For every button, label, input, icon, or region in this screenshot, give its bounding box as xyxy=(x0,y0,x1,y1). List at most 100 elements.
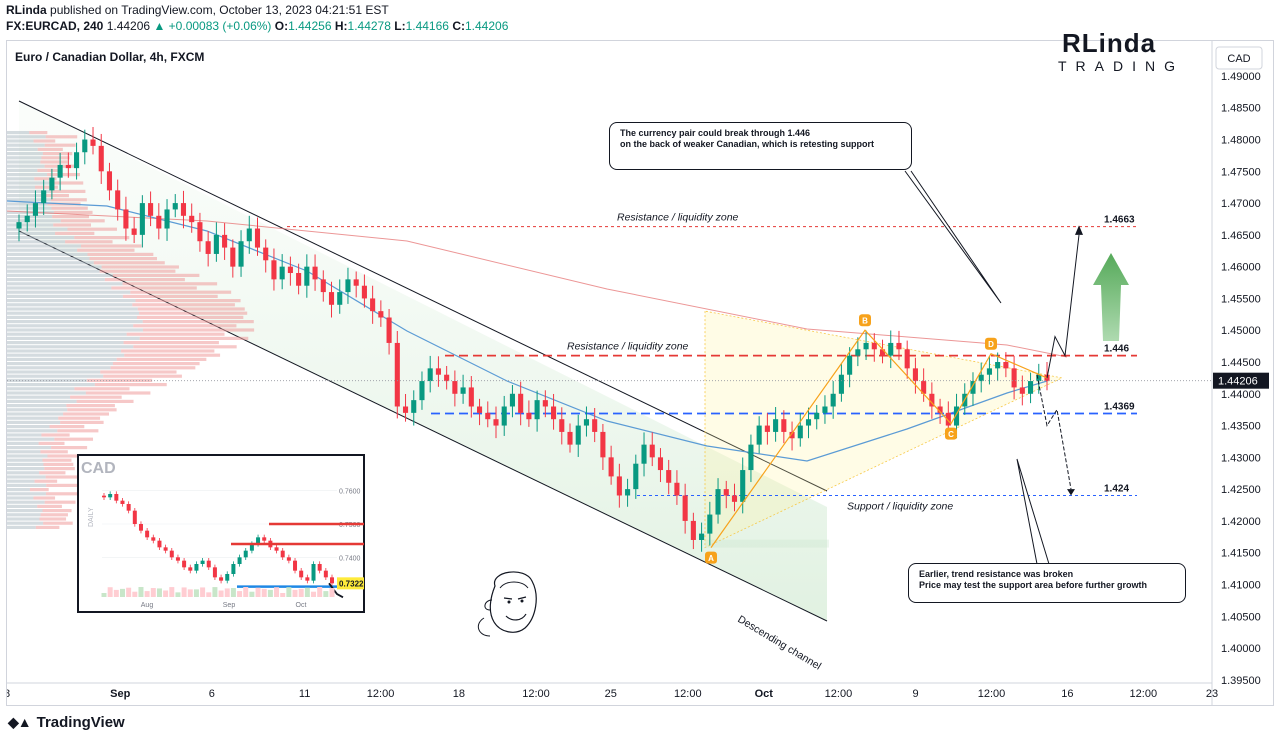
symbol-label[interactable]: FX:EURCAD, 240 xyxy=(6,19,104,33)
x-tick-14: 12:00 xyxy=(1130,688,1158,700)
last-price-badge xyxy=(1213,372,1269,389)
inset-candle-body xyxy=(317,564,322,571)
y-tick-9: 1.44500 xyxy=(1221,357,1261,369)
volume-bar xyxy=(142,320,254,324)
candle-body xyxy=(1036,374,1042,382)
candle-body xyxy=(534,400,540,420)
volume-bar xyxy=(7,425,50,429)
volume-bar xyxy=(33,139,56,143)
candle-body xyxy=(485,412,491,420)
author-name[interactable]: RLinda xyxy=(6,3,47,17)
inset-candle-body xyxy=(286,557,291,561)
close-value: 1.44206 xyxy=(464,19,509,33)
candle-body xyxy=(353,279,359,286)
candle-body xyxy=(427,368,433,382)
volume-bar xyxy=(7,303,133,307)
volume-bar xyxy=(7,168,38,172)
candle-body xyxy=(518,393,524,413)
candle-body xyxy=(501,406,507,426)
candle-body xyxy=(526,412,532,420)
volume-bar xyxy=(47,454,81,458)
candle-body xyxy=(279,266,285,280)
inset-volume-bar xyxy=(292,589,298,597)
volume-bar xyxy=(45,475,78,479)
y-tick-3: 1.47500 xyxy=(1221,166,1261,178)
price-change: +0.00083 (+0.06%) xyxy=(168,19,272,33)
inset-candle-body xyxy=(188,567,193,571)
candle-body xyxy=(41,190,47,204)
x-tick-11: 9 xyxy=(913,688,919,700)
candle-body xyxy=(657,457,664,471)
candle-body xyxy=(929,393,935,407)
footer-logo[interactable]: ◆▲ TradingView xyxy=(8,714,125,731)
inset-candle-body xyxy=(256,537,261,544)
triangle-pattern xyxy=(704,310,1064,549)
volume-bar xyxy=(7,194,42,198)
candle-body xyxy=(781,419,787,432)
candle-body xyxy=(814,412,820,420)
volume-bar xyxy=(54,210,93,214)
volume-bar xyxy=(7,131,30,135)
inset-candle-body xyxy=(120,500,125,504)
candle-body xyxy=(493,419,499,426)
volume-bar xyxy=(7,236,75,240)
volume-bar xyxy=(7,483,47,487)
volume-bar xyxy=(7,269,100,273)
volume-bar xyxy=(53,223,92,227)
inset-volume-bar xyxy=(304,587,310,597)
candle-body xyxy=(468,387,474,407)
volume-bar xyxy=(74,236,130,240)
volume-bar xyxy=(133,345,237,349)
volume-bar xyxy=(7,513,41,517)
candle-body xyxy=(838,374,844,394)
volume-bar xyxy=(121,349,215,353)
volume-bar xyxy=(7,278,105,282)
inset-candle-body xyxy=(169,550,174,558)
x-tick-10: 12:00 xyxy=(825,688,853,700)
volume-bar xyxy=(104,278,185,282)
volume-bar xyxy=(51,446,88,450)
inset-volume-bar xyxy=(286,587,292,597)
volume-bar xyxy=(101,265,179,269)
currency-badge-label: CAD xyxy=(1227,53,1250,65)
volume-bar xyxy=(7,408,68,412)
volume-bar xyxy=(7,488,30,492)
volume-bar xyxy=(7,517,40,521)
volume-bar xyxy=(122,282,218,286)
volume-bar xyxy=(7,341,124,345)
volume-bar xyxy=(94,383,167,387)
inset-candle-body xyxy=(194,564,199,571)
candle-body xyxy=(115,190,121,210)
volume-bar xyxy=(7,471,40,475)
candle-body xyxy=(238,241,244,267)
volume-bar xyxy=(7,420,61,424)
volume-bar xyxy=(7,521,44,525)
candle-body xyxy=(156,215,162,229)
volume-bar xyxy=(57,429,99,433)
candle-body xyxy=(764,425,770,432)
candle-body xyxy=(731,495,738,502)
candle-body xyxy=(723,489,729,496)
volume-bar xyxy=(133,324,237,328)
candle-body xyxy=(189,215,195,223)
volume-bar xyxy=(7,198,51,202)
volume-bar xyxy=(7,462,44,466)
volume-bar xyxy=(34,177,57,181)
inset-x-tick-2: Oct xyxy=(296,602,307,609)
candle-body xyxy=(271,260,277,280)
channel-fill xyxy=(19,101,827,621)
inset-candle-body xyxy=(175,557,180,561)
volume-bar xyxy=(50,189,86,193)
level-label-2: 1.4369 xyxy=(1104,401,1135,412)
volume-bar xyxy=(7,286,112,290)
y-tick-10: 1.44000 xyxy=(1221,389,1261,401)
chart-frame[interactable]: 1.4663 Resistance / liquidity zone 1.446 Re… xyxy=(6,40,1274,706)
volume-bar xyxy=(93,261,165,265)
candle-body xyxy=(49,177,55,191)
last-price-badge-label: 1.44206 xyxy=(1218,376,1258,388)
volume-bar xyxy=(47,173,80,177)
candle-body xyxy=(542,400,548,407)
volume-bar xyxy=(7,500,45,504)
price-chart[interactable]: 1.4663 Resistance / liquidity zone 1.446 Re… xyxy=(7,41,1274,706)
candle-body xyxy=(82,139,88,153)
